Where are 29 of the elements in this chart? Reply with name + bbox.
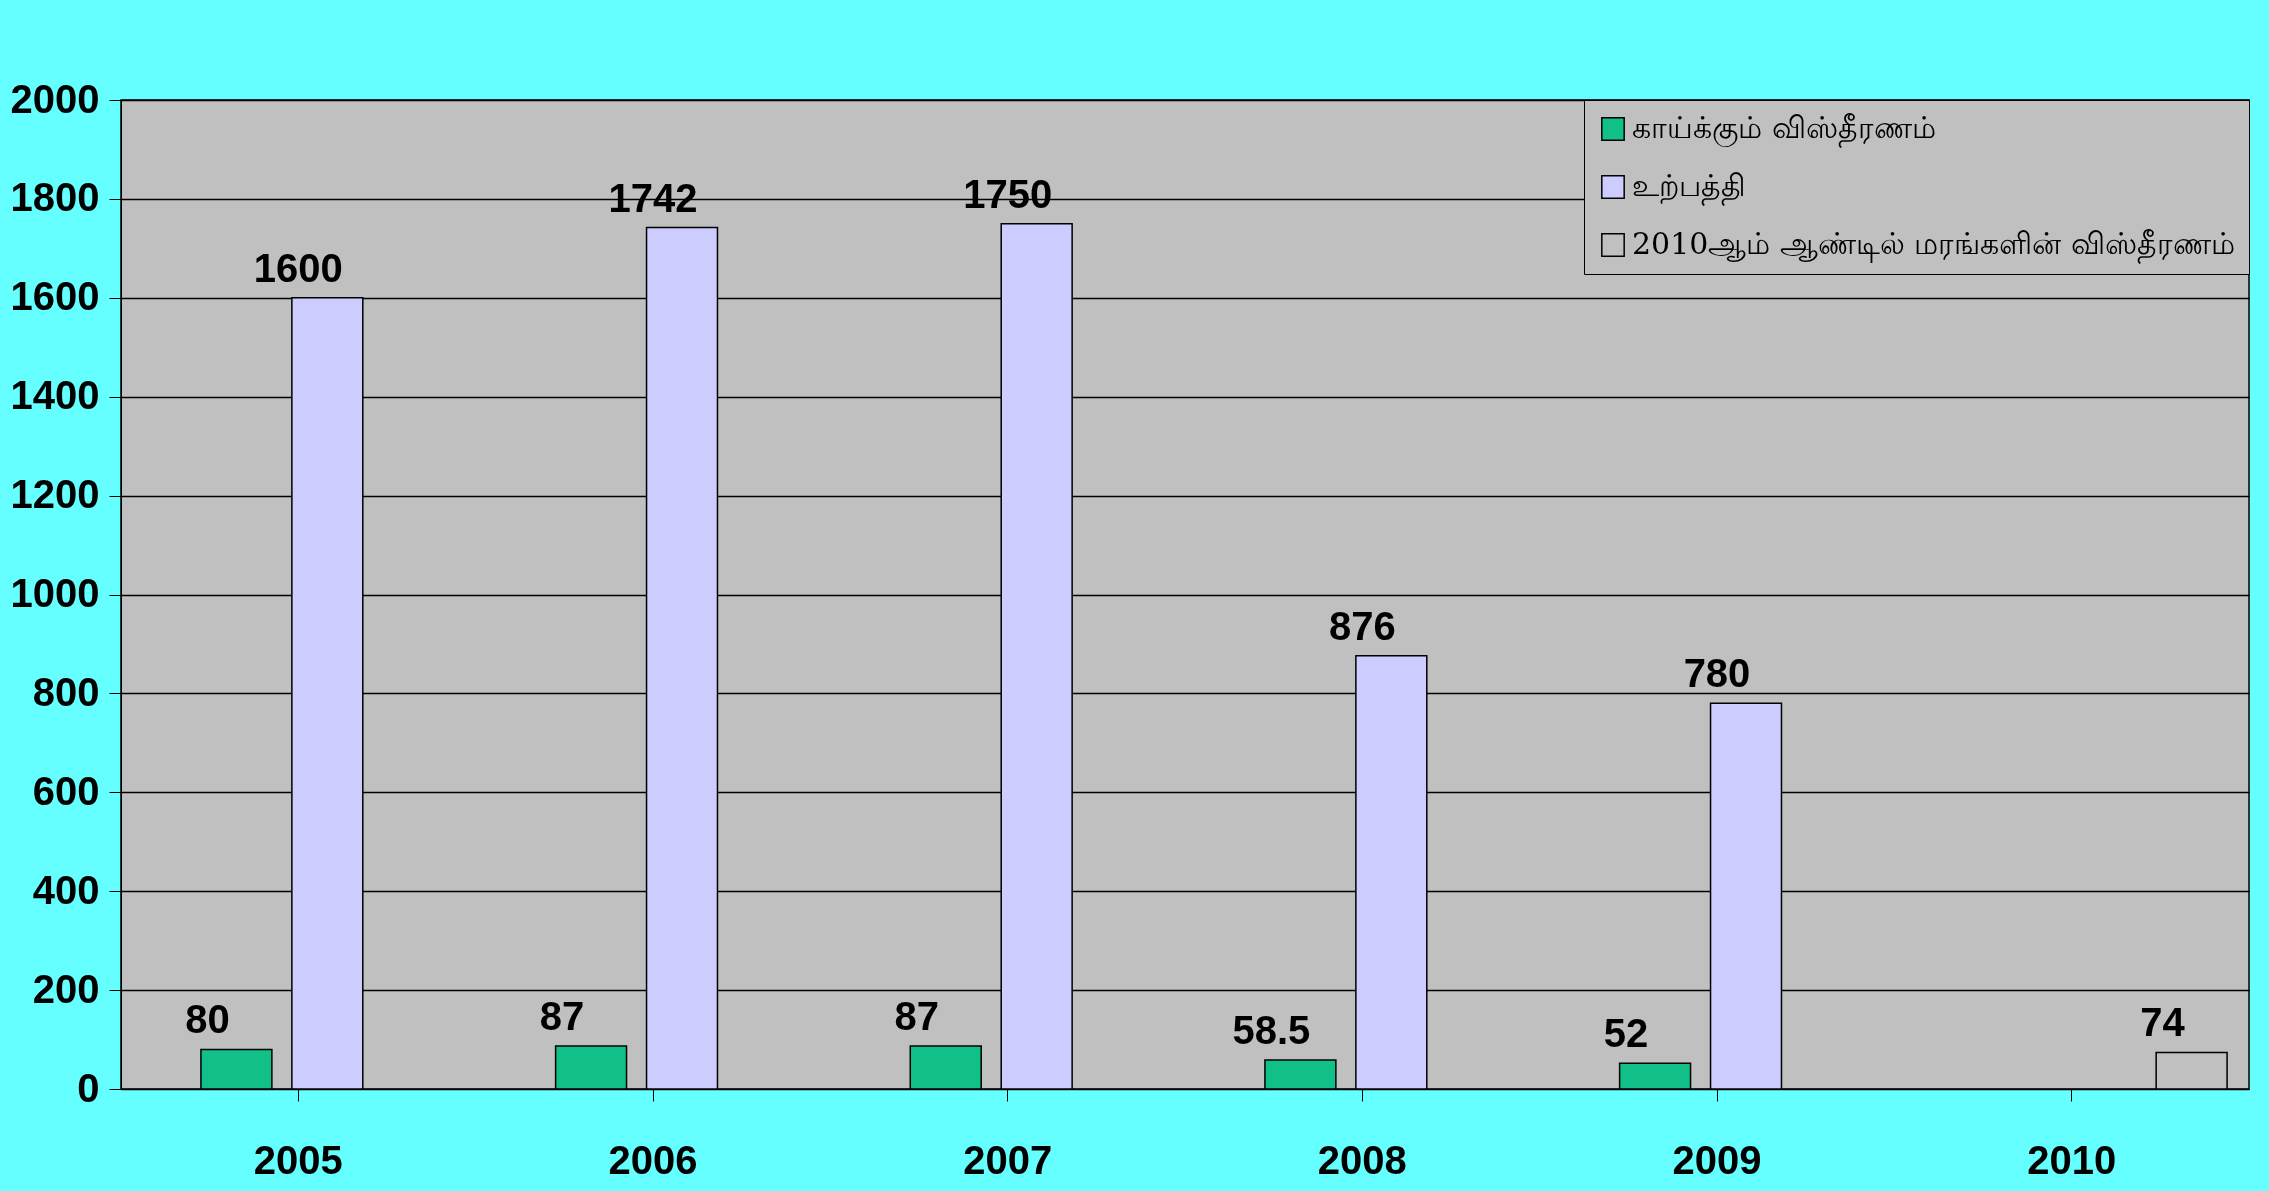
data-label: 87 — [894, 993, 939, 1038]
x-tick-label: 2010 — [2027, 1137, 2117, 1182]
y-tick-label: 1800 — [10, 175, 100, 220]
y-tick-label: 1200 — [10, 472, 100, 517]
data-label: 52 — [1603, 1011, 1649, 1056]
y-tick-label: 400 — [32, 867, 100, 912]
data-label: 780 — [1683, 651, 1751, 696]
y-tick-label: 200 — [32, 966, 100, 1011]
data-label: 1600 — [253, 245, 343, 290]
x-tick-label: 2008 — [1317, 1137, 1407, 1182]
data-label: 74 — [2140, 1000, 2186, 1045]
x-tick-label: 2009 — [1672, 1137, 1762, 1182]
y-tick-label: 1000 — [10, 571, 100, 615]
x-tick-label: 2007 — [963, 1137, 1053, 1182]
y-tick-label: 1400 — [10, 373, 100, 418]
legend-label: காய்க்கும் விஸ்தீரணம் — [1632, 110, 1936, 148]
data-label: 87 — [539, 993, 585, 1038]
y-tick-label: 1600 — [10, 274, 100, 319]
x-tick-label: 2006 — [608, 1137, 698, 1182]
x-tick-label: 2005 — [253, 1137, 343, 1182]
data-label: 58.5 — [1232, 1008, 1311, 1053]
legend-label: உற்பத்தி — [1632, 168, 1746, 206]
legend-label: 2010ஆம் ஆண்டில் மரங்களின் விஸ்தீரணம் — [1632, 226, 2235, 264]
y-tick-label: 800 — [32, 669, 100, 714]
y-tick-label: 600 — [32, 768, 100, 813]
y-tick-label: 2000 — [10, 76, 100, 121]
y-tick-label: 0 — [77, 1065, 100, 1110]
data-label: 80 — [185, 997, 230, 1042]
data-label: 876 — [1328, 603, 1396, 648]
